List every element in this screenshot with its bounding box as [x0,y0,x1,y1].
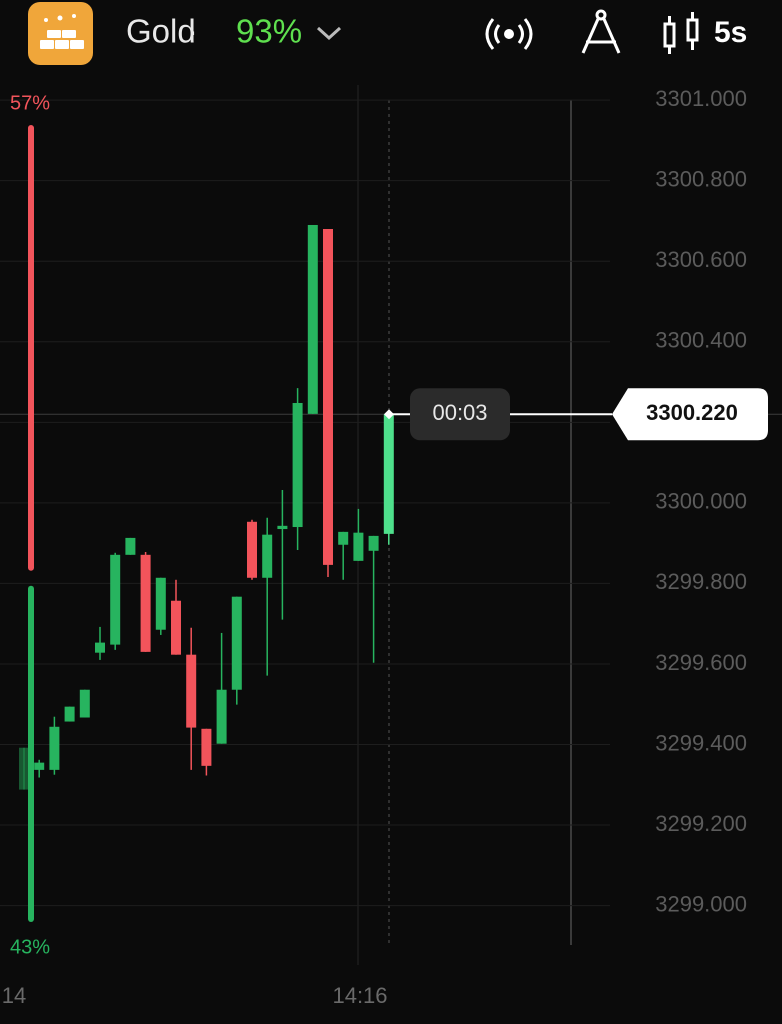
candle-body [323,229,333,565]
candle-body [262,534,273,578]
candle-body [368,535,379,551]
sentiment-label: 43% [10,936,50,958]
y-tick-label: 3299.600 [655,650,747,675]
y-tick-label: 3299.800 [655,569,747,594]
sentiment-bar [28,585,34,922]
candle-body [277,525,288,530]
candle-body [95,642,105,653]
interval[interactable]: 5s [714,16,747,49]
candle-body [292,402,303,528]
candle-body [49,726,60,770]
candle-body [155,577,166,630]
candle-body [247,521,257,578]
candle-body [338,531,349,545]
y-tick-label: 3300.800 [655,166,747,191]
candle-body [201,728,212,766]
dropdown-arrow[interactable] [316,26,342,41]
signal-icon[interactable] [485,18,533,50]
y-tick-label: 3299.400 [655,730,747,755]
current-price: 3300.220 [646,400,738,425]
gold-bars [40,14,84,49]
candle-body [186,654,197,728]
candle-body [110,554,121,645]
candle-body [125,537,136,555]
candle-body [231,596,242,690]
candle-body [64,706,75,722]
candle-body [216,689,227,744]
y-tick-label: 3300.000 [655,489,747,514]
candle-body [307,224,318,414]
sentiment-bar [28,125,34,571]
y-tick-label: 3299.000 [655,891,747,916]
candle-body [353,532,364,561]
y-tick-label: 3299.200 [655,811,747,836]
x-tick-label: 14:16 [332,983,387,1008]
candle-body [140,554,151,652]
plot: 3299.000 3299.200 3299.400 3299.600 3299.800… [0,85,782,1008]
y-tick-label: 3300.600 [655,247,747,272]
y-tick-label: 3300.400 [655,328,747,353]
candle-body [383,414,394,534]
timer-pill [410,388,510,441]
candle-body [171,600,181,655]
candle-body [19,747,29,790]
chart-type-icon[interactable] [663,12,699,54]
timer: 00:03 [432,400,487,425]
y-tick-label: 3301.000 [655,86,747,111]
price-dot [384,409,394,420]
payout: 93% [236,13,302,50]
candle-body [34,762,45,770]
drawing-tools-icon[interactable] [581,9,621,54]
sentiment-label: 57% [10,92,50,114]
x-tick-label: 14 [2,983,26,1008]
asset-name[interactable]: Gold [126,13,196,50]
candle-body [79,689,90,718]
separator: · [187,13,198,50]
price-tag [612,388,768,441]
